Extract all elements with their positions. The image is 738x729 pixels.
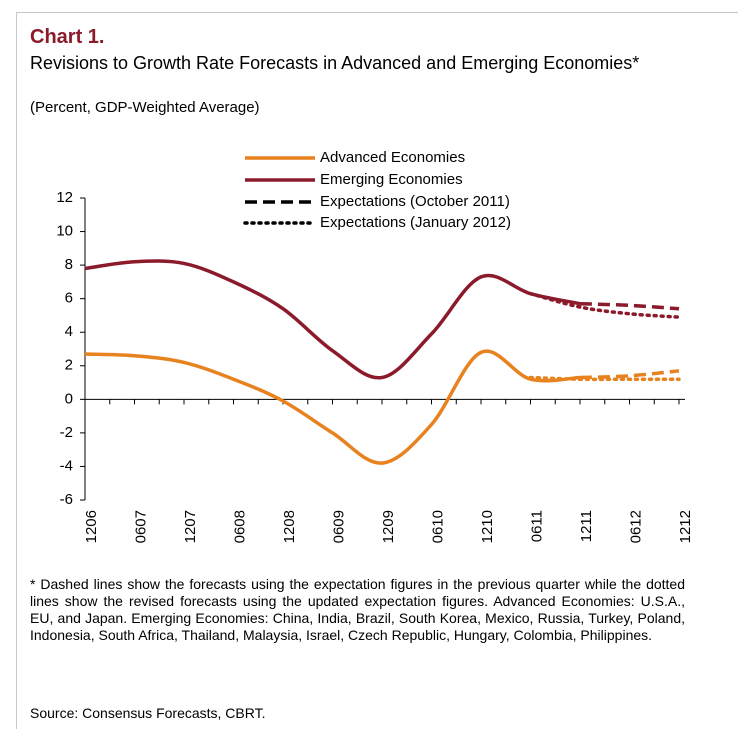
y-tick-label: -6 <box>60 491 73 508</box>
chart-title: Chart 1. <box>30 26 105 48</box>
chart-subtitle: Revisions to Growth Rate Forecasts in Ad… <box>30 53 640 73</box>
x-tick-label: 1211 <box>578 510 595 542</box>
x-tick-label: 0612 <box>627 510 644 543</box>
forecast-line <box>528 375 681 382</box>
series-line <box>84 349 581 465</box>
x-tick-label: 0608 <box>231 510 248 543</box>
x-tick-label: 1207 <box>182 510 199 543</box>
y-tick-label: 6 <box>65 290 73 307</box>
legend-label: Advanced Economies <box>320 149 465 166</box>
y-tick-label: -4 <box>60 457 73 474</box>
forecast-line <box>579 369 680 380</box>
x-tick-label: 1208 <box>281 510 298 543</box>
x-tick-label: 1212 <box>677 510 694 543</box>
frame-border <box>16 12 738 13</box>
y-tick-label: 2 <box>65 357 73 374</box>
y-tick-label: 4 <box>65 323 73 340</box>
x-tick-label: 0607 <box>132 510 149 543</box>
source: Source: Consensus Forecasts, CBRT. <box>30 705 266 721</box>
footnote: * Dashed lines show the forecasts using … <box>30 576 685 643</box>
frame-border <box>16 12 17 729</box>
legend-label: Expectations (October 2011) <box>320 193 510 210</box>
y-tick-label: 8 <box>65 256 73 273</box>
x-tick-label: 0610 <box>429 510 446 543</box>
y-tick-label: -2 <box>60 424 73 441</box>
legend-label: Expectations (January 2012) <box>320 214 511 231</box>
x-tick-label: 1209 <box>380 510 397 543</box>
series-line <box>84 259 581 380</box>
x-tick-label: 1210 <box>479 510 496 543</box>
x-tick-label: 0609 <box>330 510 347 543</box>
x-tick-label: 0611 <box>528 510 545 542</box>
chart: -6 -4 -2 0 2 4 6 8 10 12 1206 0607 1207 0608 1208 0609 1… <box>56 149 694 543</box>
chart-units: (Percent, GDP-Weighted Average) <box>30 99 260 116</box>
y-tick-label: 12 <box>56 189 73 206</box>
forecast-line <box>579 301 680 311</box>
y-tick-label: 10 <box>56 223 73 240</box>
x-tick-label: 1206 <box>83 510 100 543</box>
legend-label: Emerging Economies <box>320 171 463 188</box>
forecast-line <box>528 291 681 319</box>
y-tick-label: 0 <box>65 390 73 407</box>
